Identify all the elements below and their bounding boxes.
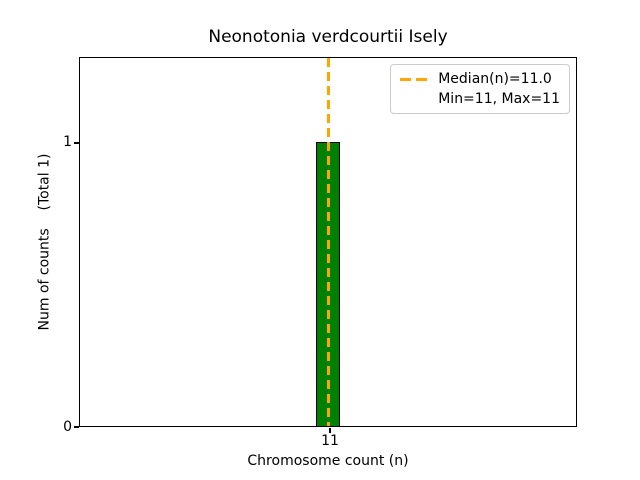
- legend-label-median: Median(n)=11.0: [438, 71, 552, 87]
- median-dashed-line: [327, 58, 330, 426]
- dash-icon: [416, 77, 428, 81]
- legend: Median(n)=11.0 Min=11, Max=11: [390, 64, 570, 114]
- y-axis-label: Num of counts (Total 1): [36, 153, 53, 331]
- dash-icon: [400, 77, 412, 81]
- legend-sample-spacer: [400, 98, 428, 101]
- y-tick-mark-1: [74, 142, 79, 144]
- plot-area: Median(n)=11.0 Min=11, Max=11: [79, 57, 577, 427]
- legend-entry-median: Median(n)=11.0: [400, 69, 560, 89]
- chart-title: Neonotonia verdcourtii Isely: [208, 27, 448, 47]
- y-tick-label-1: 1: [63, 134, 72, 150]
- x-axis-label: Chromosome count (n): [247, 453, 409, 469]
- legend-label-minmax: Min=11, Max=11: [438, 91, 560, 107]
- y-tick-label-0: 0: [63, 419, 72, 435]
- x-tick-label-11: 11: [321, 433, 339, 449]
- legend-entry-minmax: Min=11, Max=11: [400, 89, 560, 109]
- dashed-line-legend-sample: [400, 77, 428, 81]
- y-tick-mark-0: [74, 426, 79, 428]
- x-tick-mark-11: [329, 428, 331, 433]
